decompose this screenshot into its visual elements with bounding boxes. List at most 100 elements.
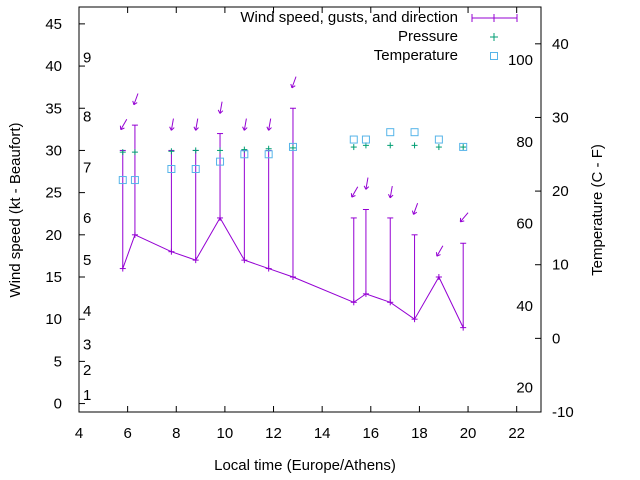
y-tick-label: 10 — [45, 311, 62, 328]
fahrenheit-label: 20 — [516, 380, 533, 397]
tick-layer: 4 6 8 10 12 14 16 18 20 22051015202530354045-1001… — [45, 7, 574, 442]
temperature-point — [361, 135, 370, 144]
legend: Wind speed, gusts, and direction Pressur… — [240, 9, 518, 64]
x-tick-label: 6 — [123, 425, 131, 442]
x-tick-label: 10 — [217, 425, 234, 442]
wind-direction-arrowhead — [169, 126, 172, 131]
wind-direction-arrow — [365, 177, 369, 190]
beaufort-label: 8 — [83, 109, 91, 126]
wind-direction-arrow — [243, 118, 247, 131]
fahrenheit-label: 60 — [516, 215, 533, 232]
wind-direction-arrowhead — [243, 127, 248, 131]
legend-temperature-swatch — [490, 52, 498, 60]
temperature-point — [167, 165, 176, 173]
x-tick-label: 12 — [265, 425, 282, 442]
temperature-point — [386, 128, 395, 137]
wind-direction-arrowhead — [387, 194, 391, 199]
y-tick-label: 40 — [45, 58, 62, 75]
y2-tick-label: 10 — [552, 257, 569, 274]
beaufort-label: 4 — [83, 303, 91, 320]
wind-direction-arrow — [170, 118, 174, 131]
plot-layer — [118, 76, 469, 331]
wind-direction-arrow — [351, 186, 359, 198]
y-tick-label: 35 — [45, 100, 62, 117]
temperature-point — [288, 142, 297, 151]
wind-direction-arrowhead — [133, 102, 138, 106]
wind-direction-arrowhead — [413, 211, 418, 215]
temperature-point — [349, 135, 358, 144]
temperature-point — [410, 128, 419, 137]
y2-axis-label: Temperature (C - F) — [589, 144, 606, 276]
wind-speed-line — [122, 216, 464, 328]
beaufort-label: 5 — [83, 252, 91, 269]
y2-tick-label: -10 — [552, 404, 574, 421]
temperature-point — [118, 176, 127, 185]
y-tick-label: 25 — [45, 185, 62, 202]
wind-direction-arrow — [436, 245, 444, 257]
pressure-point — [119, 149, 126, 156]
wind-direction-arrowhead — [411, 210, 414, 215]
pressure-point — [217, 147, 224, 154]
x-tick-label: 18 — [411, 425, 428, 442]
x-tick-label: 14 — [314, 425, 331, 442]
pressure-point — [350, 144, 357, 151]
temperature-point — [459, 142, 468, 151]
wind-direction-arrowhead — [171, 127, 175, 131]
pressure-point — [460, 144, 467, 151]
beaufort-label: 7 — [83, 159, 91, 176]
y2-tick-label: 0 — [552, 330, 560, 347]
temperature-point — [216, 157, 225, 166]
wind-direction-arrowhead — [436, 254, 441, 257]
fahrenheit-label: 100 — [508, 52, 533, 69]
wind-direction-arrowhead — [363, 185, 367, 190]
plot-frame — [78, 6, 542, 413]
wind-direction-arrowhead — [219, 110, 224, 114]
pressure-point — [131, 149, 138, 156]
pressure-point — [289, 144, 296, 151]
y-tick-label: 5 — [54, 353, 62, 370]
y-tick-label: 45 — [45, 16, 62, 33]
pressure-point — [411, 142, 418, 149]
wind-direction-arrowhead — [242, 126, 245, 131]
wind-direction-arrow — [413, 203, 419, 215]
wind-direction-arrow — [268, 118, 272, 131]
wind-direction-arrowhead — [217, 109, 221, 114]
wind-direction-arrow — [459, 212, 469, 223]
wind-direction-arrow — [195, 118, 199, 131]
y-tick-label: 30 — [45, 142, 62, 159]
legend-wind-label: Wind speed, gusts, and direction — [240, 9, 458, 26]
y-tick-label: 15 — [45, 269, 62, 286]
wind-direction-arrow — [219, 101, 223, 114]
wind-direction-arrowhead — [195, 127, 199, 131]
wind-direction-arrowhead — [193, 126, 197, 131]
y2-tick-label: 30 — [552, 109, 569, 126]
wind-direction-arrowhead — [132, 100, 135, 105]
pressure-point — [387, 142, 394, 149]
y-tick-label: 20 — [45, 227, 62, 244]
pressure-point — [168, 148, 175, 155]
x-tick-label: 20 — [460, 425, 477, 442]
wind-direction-arrowhead — [266, 126, 270, 131]
fahrenheit-label: 40 — [516, 298, 533, 315]
beaufort-label: 3 — [83, 337, 91, 354]
y-axis-label: Wind speed (kt - Beaufort) — [7, 122, 24, 297]
beaufort-label: 6 — [83, 210, 91, 227]
temperature-point — [130, 176, 139, 185]
pressure-point — [192, 147, 199, 154]
legend-pressure-swatch — [490, 33, 498, 41]
y-tick-label: 0 — [54, 396, 62, 413]
legend-temperature-label: Temperature — [374, 47, 458, 64]
temperature-point — [240, 150, 249, 159]
wind-direction-arrowhead — [120, 127, 125, 131]
wind-direction-arrowhead — [291, 85, 296, 89]
wind-direction-arrowhead — [389, 194, 394, 199]
wind-direction-arrowhead — [460, 220, 465, 223]
wind-direction-arrowhead — [351, 195, 356, 198]
legend-pressure-label: Pressure — [398, 28, 458, 45]
temperature-point — [434, 135, 443, 144]
beaufort-label: 2 — [83, 362, 91, 379]
x-axis-label: Local time (Europe/Athens) — [214, 457, 396, 474]
wind-direction-arrow — [389, 185, 393, 198]
fahrenheit-label: 80 — [516, 134, 533, 151]
